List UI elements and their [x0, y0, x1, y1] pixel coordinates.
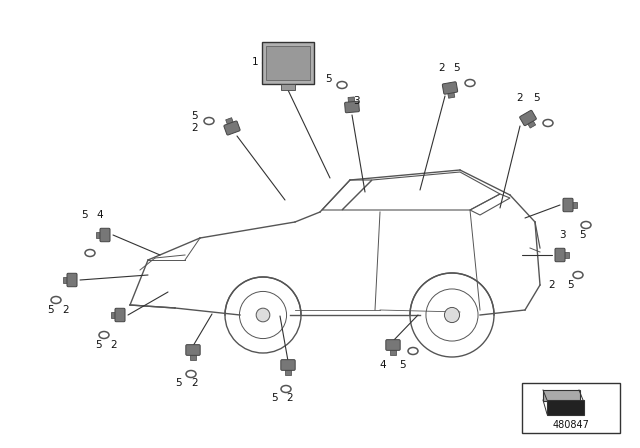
Text: 2: 2 [548, 280, 556, 290]
FancyBboxPatch shape [100, 228, 110, 242]
FancyBboxPatch shape [115, 308, 125, 322]
Bar [285, 369, 291, 375]
FancyBboxPatch shape [344, 101, 360, 113]
Text: 5: 5 [47, 305, 53, 315]
FancyBboxPatch shape [543, 389, 579, 401]
Text: 1: 1 [252, 57, 259, 67]
Text: 3: 3 [353, 96, 359, 106]
Bar [348, 97, 355, 104]
Bar [281, 84, 295, 90]
Bar [447, 91, 455, 98]
Bar [563, 252, 569, 258]
Text: 5: 5 [95, 340, 101, 350]
Text: 5: 5 [400, 360, 406, 370]
Text: 5: 5 [579, 230, 586, 240]
FancyBboxPatch shape [555, 248, 565, 262]
Bar [96, 232, 102, 238]
Text: 480847: 480847 [552, 420, 589, 430]
Text: 2: 2 [63, 305, 69, 315]
Text: 2: 2 [438, 63, 445, 73]
Text: 5: 5 [176, 378, 182, 388]
Bar [527, 120, 536, 128]
Text: 3: 3 [559, 230, 565, 240]
FancyBboxPatch shape [67, 273, 77, 287]
FancyBboxPatch shape [186, 345, 200, 355]
Text: 5: 5 [452, 63, 460, 73]
Text: 2: 2 [192, 378, 198, 388]
Bar [572, 202, 577, 208]
Text: 2: 2 [111, 340, 117, 350]
FancyBboxPatch shape [386, 340, 400, 350]
FancyBboxPatch shape [281, 360, 295, 370]
Bar [111, 312, 116, 318]
FancyBboxPatch shape [224, 121, 240, 135]
Circle shape [444, 307, 460, 323]
FancyBboxPatch shape [547, 400, 584, 414]
Text: 5: 5 [192, 111, 198, 121]
Text: 5: 5 [566, 280, 573, 290]
Bar [262, 42, 314, 84]
Text: 5: 5 [82, 210, 88, 220]
Bar [522, 383, 620, 433]
Text: 4: 4 [380, 360, 387, 370]
FancyBboxPatch shape [563, 198, 573, 212]
Circle shape [256, 308, 270, 322]
Bar [63, 277, 68, 283]
Text: 4: 4 [97, 210, 103, 220]
Text: 5: 5 [532, 93, 540, 103]
Bar [390, 349, 396, 355]
Text: 5: 5 [324, 74, 332, 84]
Text: 5: 5 [271, 393, 277, 403]
Text: 2: 2 [287, 393, 293, 403]
Bar [266, 46, 310, 80]
FancyBboxPatch shape [520, 110, 536, 126]
Text: 2: 2 [516, 93, 524, 103]
Bar [190, 353, 196, 360]
Bar [226, 118, 234, 126]
FancyBboxPatch shape [442, 82, 458, 94]
Text: 2: 2 [192, 123, 198, 133]
